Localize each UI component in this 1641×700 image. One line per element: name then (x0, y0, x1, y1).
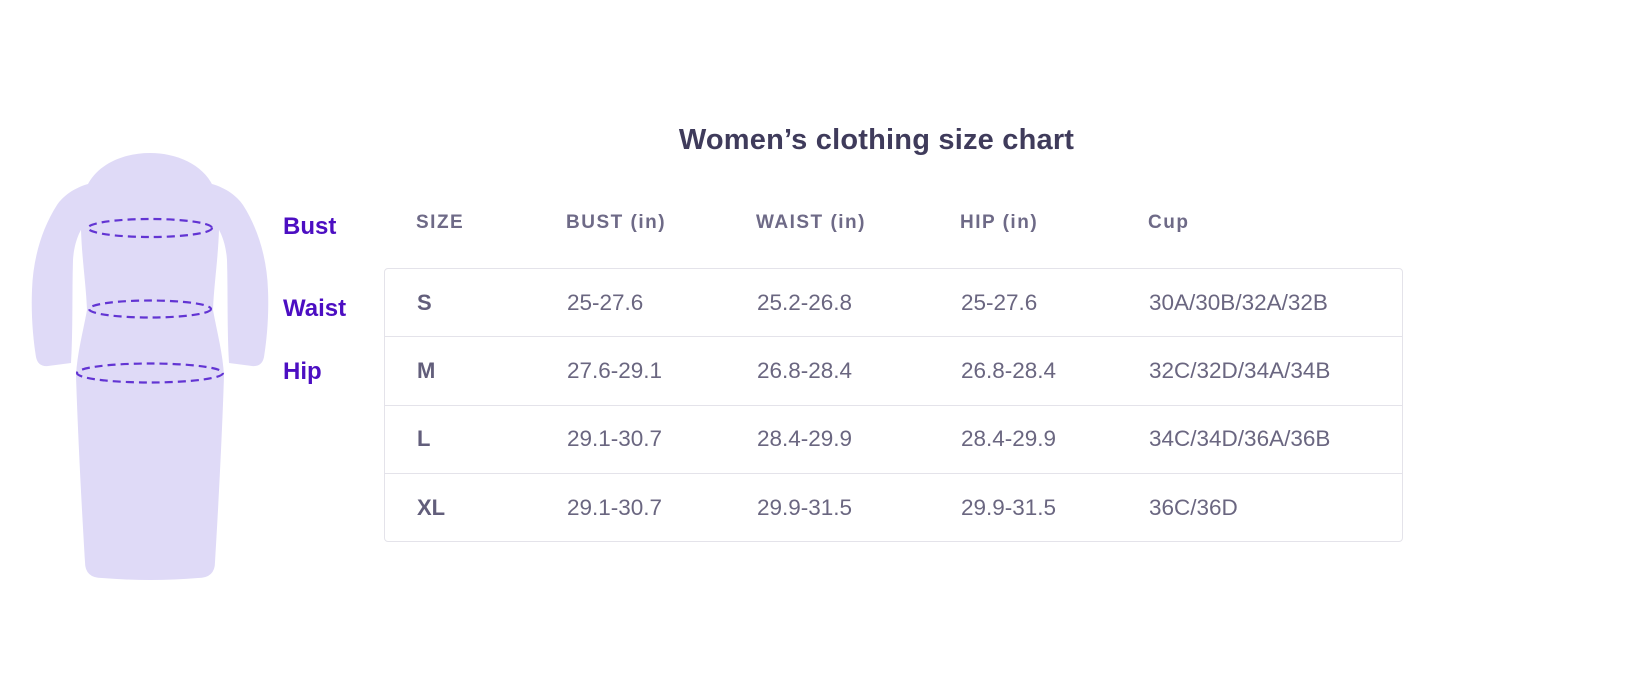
cell-size: XL (417, 494, 446, 520)
cell-size: M (417, 357, 436, 383)
waist-label: Waist (283, 295, 347, 322)
dress-illustration (31, 153, 269, 580)
cell-cup: 30A/30B/32A/32B (1149, 289, 1328, 315)
size-table: S 25-27.6 25.2-26.8 25-27.6 30A/30B/32A/… (384, 268, 1403, 543)
hip-label: Hip (283, 358, 322, 385)
column-header-cup: Cup (1148, 212, 1190, 233)
cell-waist: 29.9-31.5 (757, 494, 853, 520)
cell-bust: 29.1-30.7 (567, 494, 663, 520)
cell-hip: 28.4-29.9 (961, 426, 1057, 452)
column-header-bust: BUST (in) (566, 212, 667, 233)
cell-bust: 27.6-29.1 (567, 357, 663, 383)
cell-hip: 26.8-28.4 (961, 357, 1057, 383)
dress-silhouette (76, 153, 224, 580)
cell-cup: 36C/36D (1149, 494, 1238, 520)
table-row: S 25-27.6 25.2-26.8 25-27.6 30A/30B/32A/… (385, 269, 1402, 338)
bust-label: Bust (283, 213, 337, 240)
column-header-hip: HIP (in) (960, 212, 1039, 233)
hip-measure-line (75, 362, 225, 384)
cell-waist: 28.4-29.9 (757, 426, 853, 452)
cell-waist: 25.2-26.8 (757, 289, 853, 315)
cell-size: S (417, 289, 432, 315)
cell-size: L (417, 426, 431, 452)
column-header-size: SIZE (416, 212, 465, 233)
column-header-waist: WAIST (in) (756, 212, 866, 233)
table-header: SIZE BUST (in) WAIST (in) HIP (in) Cup (384, 205, 1403, 241)
bust-measure-line (86, 217, 214, 239)
cell-waist: 26.8-28.4 (757, 357, 853, 383)
table-row: L 29.1-30.7 28.4-29.9 28.4-29.9 34C/34D/… (385, 406, 1402, 474)
dress-left-sleeve (31, 184, 90, 367)
cell-cup: 34C/34D/36A/36B (1149, 426, 1331, 452)
cell-bust: 25-27.6 (567, 289, 644, 315)
cell-hip: 25-27.6 (961, 289, 1038, 315)
cell-bust: 29.1-30.7 (567, 426, 663, 452)
waist-measure-line (87, 299, 213, 319)
page-title: Women’s clothing size chart (678, 124, 1075, 156)
cell-hip: 29.9-31.5 (961, 494, 1057, 520)
table-row: M 27.6-29.1 26.8-28.4 26.8-28.4 32C/32D/… (385, 337, 1402, 406)
dress-right-sleeve (210, 184, 269, 367)
cell-cup: 32C/32D/34A/34B (1149, 357, 1331, 383)
table-row: XL 29.1-30.7 29.9-31.5 29.9-31.5 36C/36D (385, 474, 1402, 541)
